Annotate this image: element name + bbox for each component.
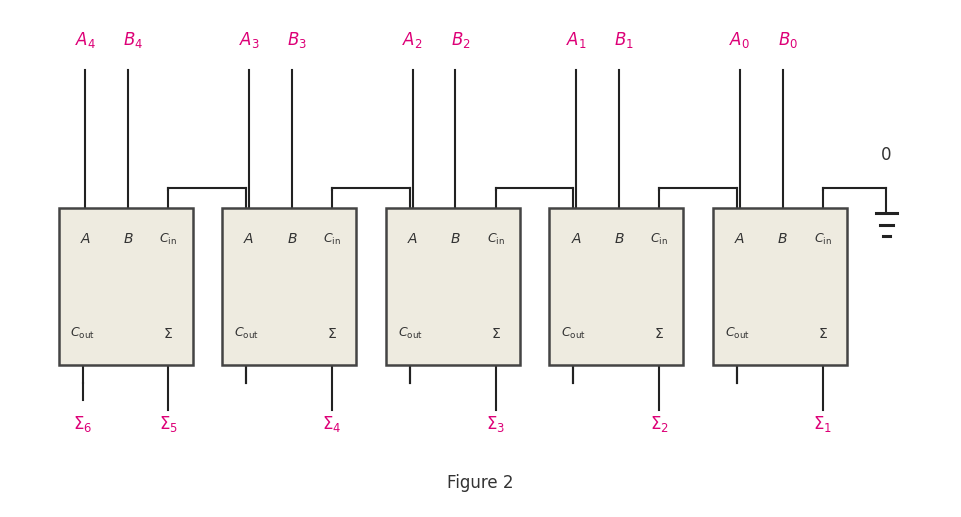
Text: $C_{\mathrm{in}}$: $C_{\mathrm{in}}$ (486, 232, 505, 247)
Text: $A_{4}$: $A_{4}$ (75, 31, 96, 51)
Text: $C_{\mathrm{in}}$: $C_{\mathrm{in}}$ (160, 232, 178, 247)
Text: Figure 2: Figure 2 (447, 474, 513, 492)
Text: $A$: $A$ (407, 232, 418, 246)
Text: $B$: $B$ (777, 232, 788, 246)
Text: $C_{\mathrm{out}}$: $C_{\mathrm{out}}$ (70, 326, 95, 341)
Text: $B$: $B$ (286, 232, 297, 246)
Bar (385, 208, 520, 365)
Text: 0: 0 (881, 146, 892, 163)
Text: $\Sigma_6$: $\Sigma_6$ (73, 415, 92, 434)
Text: $C_{\mathrm{out}}$: $C_{\mathrm{out}}$ (398, 326, 422, 341)
Text: $B_{0}$: $B_{0}$ (777, 31, 798, 51)
Text: $A$: $A$ (80, 232, 91, 246)
Text: $B_{1}$: $B_{1}$ (614, 31, 634, 51)
Bar (550, 208, 683, 365)
Bar (713, 208, 847, 365)
Text: $C_{\mathrm{out}}$: $C_{\mathrm{out}}$ (561, 326, 586, 341)
Text: $B$: $B$ (614, 232, 625, 246)
Text: $\Sigma_3$: $\Sigma_3$ (486, 415, 505, 434)
Text: $A_{0}$: $A_{0}$ (729, 31, 751, 51)
Text: $\Sigma$: $\Sigma$ (491, 327, 501, 341)
Bar (59, 208, 192, 365)
Text: $C_{\mathrm{in}}$: $C_{\mathrm{in}}$ (323, 232, 341, 247)
Text: $\Sigma$: $\Sigma$ (818, 327, 827, 341)
Text: $A$: $A$ (243, 232, 255, 246)
Text: $B$: $B$ (450, 232, 460, 246)
Text: $A_{3}$: $A_{3}$ (238, 31, 259, 51)
Text: $B_{2}$: $B_{2}$ (451, 31, 470, 51)
Text: $B$: $B$ (123, 232, 134, 246)
Text: $\Sigma_2$: $\Sigma_2$ (650, 415, 669, 434)
Text: $\Sigma$: $\Sigma$ (654, 327, 664, 341)
Text: $B_{3}$: $B_{3}$ (287, 31, 307, 51)
Text: $\Sigma$: $\Sigma$ (163, 327, 173, 341)
Text: $C_{\mathrm{in}}$: $C_{\mathrm{in}}$ (814, 232, 831, 247)
Text: $\Sigma_1$: $\Sigma_1$ (813, 415, 832, 434)
Text: $A_{1}$: $A_{1}$ (566, 31, 586, 51)
Text: $\Sigma_4$: $\Sigma_4$ (322, 415, 342, 434)
Bar (222, 208, 357, 365)
Text: $A$: $A$ (734, 232, 746, 246)
Text: $B_{4}$: $B_{4}$ (123, 31, 143, 51)
Text: $\Sigma$: $\Sigma$ (327, 327, 337, 341)
Text: $A$: $A$ (571, 232, 581, 246)
Text: $\Sigma_5$: $\Sigma_5$ (159, 415, 178, 434)
Text: $A_{2}$: $A_{2}$ (403, 31, 423, 51)
Text: $C_{\mathrm{out}}$: $C_{\mathrm{out}}$ (234, 326, 259, 341)
Text: $C_{\mathrm{out}}$: $C_{\mathrm{out}}$ (725, 326, 750, 341)
Text: $C_{\mathrm{in}}$: $C_{\mathrm{in}}$ (651, 232, 668, 247)
